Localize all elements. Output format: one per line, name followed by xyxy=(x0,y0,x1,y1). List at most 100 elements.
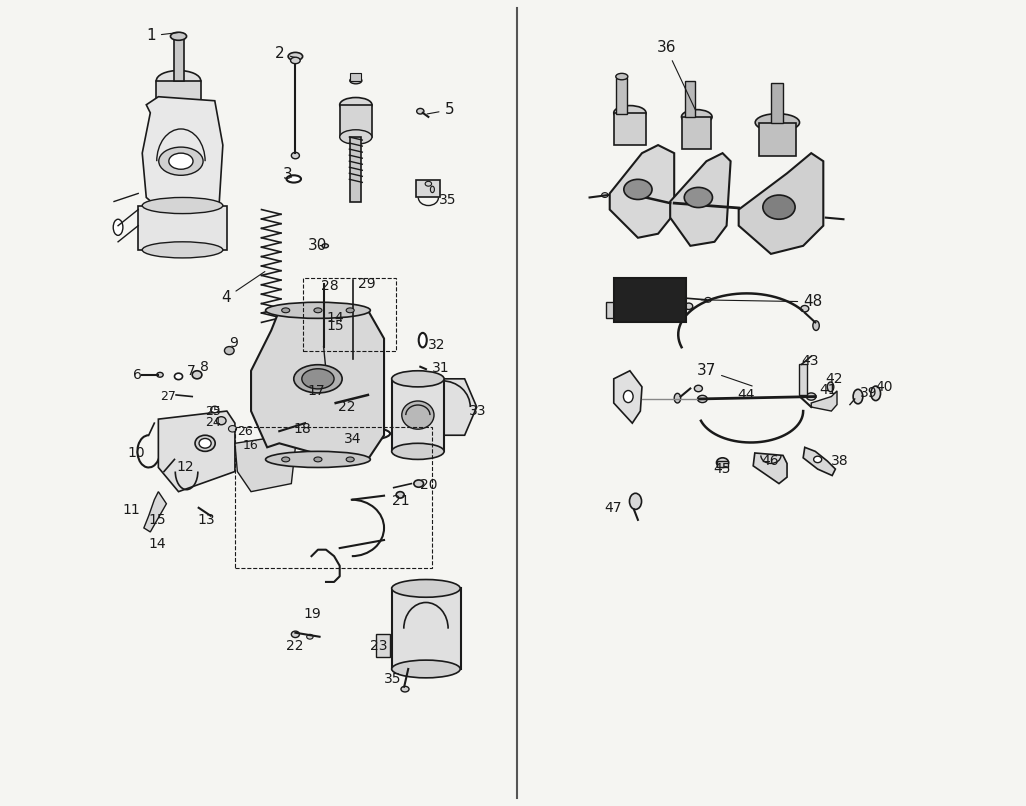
Ellipse shape xyxy=(346,308,354,313)
Ellipse shape xyxy=(321,426,390,441)
Bar xyxy=(392,588,461,669)
Bar xyxy=(417,180,440,197)
Ellipse shape xyxy=(392,443,444,459)
Bar xyxy=(139,206,227,250)
Ellipse shape xyxy=(170,32,187,40)
Ellipse shape xyxy=(229,426,237,432)
Ellipse shape xyxy=(684,303,693,310)
Polygon shape xyxy=(408,379,477,435)
Bar xyxy=(799,364,807,395)
Ellipse shape xyxy=(681,110,712,124)
Bar xyxy=(350,137,361,202)
Text: 22: 22 xyxy=(339,400,356,414)
Text: 26: 26 xyxy=(237,425,253,438)
Ellipse shape xyxy=(308,376,322,388)
Text: 43: 43 xyxy=(801,354,819,368)
Ellipse shape xyxy=(813,321,820,330)
Ellipse shape xyxy=(346,457,354,462)
Text: 8: 8 xyxy=(200,359,209,374)
Text: 25: 25 xyxy=(205,405,221,418)
Ellipse shape xyxy=(425,181,432,186)
Polygon shape xyxy=(614,371,642,423)
Text: 37: 37 xyxy=(697,363,752,386)
Ellipse shape xyxy=(195,435,215,451)
Bar xyxy=(759,123,796,156)
Bar xyxy=(340,105,372,137)
Text: 19: 19 xyxy=(304,607,321,621)
Text: 21: 21 xyxy=(392,494,409,509)
Polygon shape xyxy=(803,447,835,476)
Text: 27: 27 xyxy=(160,390,176,403)
Text: 18: 18 xyxy=(293,422,312,436)
Ellipse shape xyxy=(430,186,434,193)
Bar xyxy=(717,461,728,467)
Ellipse shape xyxy=(392,660,461,678)
Ellipse shape xyxy=(806,393,816,401)
Bar xyxy=(685,81,696,117)
Ellipse shape xyxy=(630,493,641,509)
Ellipse shape xyxy=(199,438,211,448)
Text: 9: 9 xyxy=(229,335,238,350)
Ellipse shape xyxy=(854,389,863,404)
Bar xyxy=(682,117,711,149)
Bar xyxy=(605,302,616,318)
Text: 48: 48 xyxy=(701,294,823,310)
Text: 41: 41 xyxy=(820,383,837,397)
Ellipse shape xyxy=(417,109,424,114)
Ellipse shape xyxy=(288,52,303,60)
Ellipse shape xyxy=(159,147,203,175)
Ellipse shape xyxy=(396,492,404,498)
Text: 30: 30 xyxy=(308,238,327,253)
Ellipse shape xyxy=(392,371,444,387)
Ellipse shape xyxy=(304,402,326,412)
Polygon shape xyxy=(158,411,235,492)
Polygon shape xyxy=(251,310,384,463)
Text: 7: 7 xyxy=(187,364,195,378)
Ellipse shape xyxy=(340,98,372,112)
Text: 15: 15 xyxy=(149,513,166,527)
Ellipse shape xyxy=(314,457,322,462)
Text: 47: 47 xyxy=(604,501,622,515)
Text: 6: 6 xyxy=(133,368,143,382)
Ellipse shape xyxy=(601,193,608,197)
Ellipse shape xyxy=(302,369,334,388)
Bar xyxy=(304,278,396,351)
Ellipse shape xyxy=(210,406,219,413)
Text: 24: 24 xyxy=(205,416,221,429)
Ellipse shape xyxy=(624,179,653,200)
Ellipse shape xyxy=(716,458,728,467)
Text: 35: 35 xyxy=(384,671,401,686)
Text: 14: 14 xyxy=(326,311,344,326)
Ellipse shape xyxy=(156,94,201,115)
Ellipse shape xyxy=(169,153,193,169)
Text: 44: 44 xyxy=(737,388,754,402)
Ellipse shape xyxy=(322,244,328,248)
Ellipse shape xyxy=(827,382,834,392)
Bar xyxy=(304,359,326,407)
Ellipse shape xyxy=(304,354,326,364)
Text: 2: 2 xyxy=(275,46,294,61)
Text: 22: 22 xyxy=(285,639,304,654)
Text: 23: 23 xyxy=(369,639,387,654)
Ellipse shape xyxy=(282,457,289,462)
Ellipse shape xyxy=(695,385,703,392)
Polygon shape xyxy=(670,153,731,246)
Ellipse shape xyxy=(392,580,461,597)
Text: 38: 38 xyxy=(831,454,849,468)
Polygon shape xyxy=(812,391,837,411)
Ellipse shape xyxy=(192,371,202,379)
Polygon shape xyxy=(739,153,823,254)
Text: 46: 46 xyxy=(761,454,779,468)
Ellipse shape xyxy=(113,219,123,235)
Ellipse shape xyxy=(800,305,808,312)
Ellipse shape xyxy=(291,152,300,159)
Polygon shape xyxy=(235,435,295,492)
Ellipse shape xyxy=(705,297,711,302)
Text: 4: 4 xyxy=(222,272,265,305)
Ellipse shape xyxy=(216,417,226,425)
Text: 31: 31 xyxy=(432,361,450,376)
Text: 42: 42 xyxy=(826,372,843,386)
Text: 15: 15 xyxy=(326,319,344,334)
Text: 40: 40 xyxy=(876,380,894,394)
Ellipse shape xyxy=(616,73,628,80)
